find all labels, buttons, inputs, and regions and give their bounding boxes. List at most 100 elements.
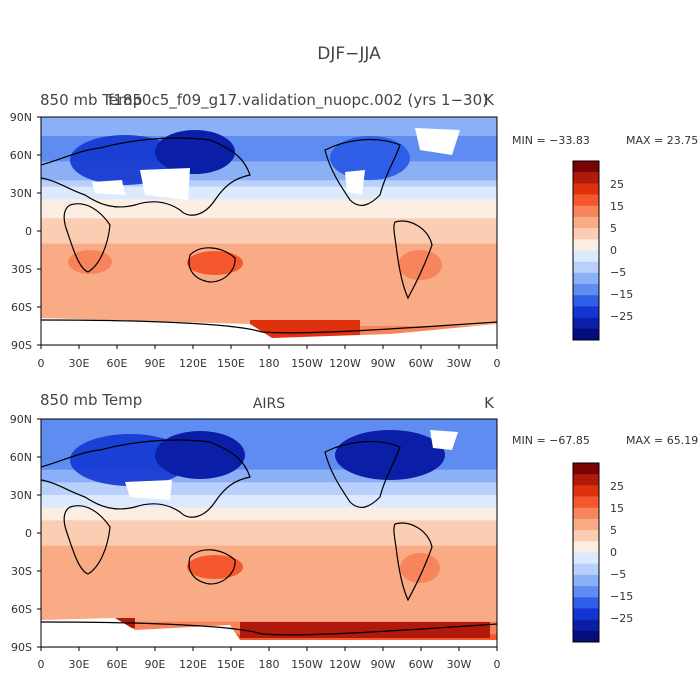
temperature-band <box>41 545 497 553</box>
colorbar-block <box>573 552 599 564</box>
top-ytick: 30N <box>10 187 41 200</box>
top-anomaly-canada-cold <box>330 136 410 180</box>
colorbar-block <box>573 295 599 307</box>
bottom-ytick-label: 60S <box>11 603 32 616</box>
temperature-band <box>41 482 497 490</box>
bottom-xtick-label: 0 <box>494 658 501 671</box>
bottom-xtick: 0 <box>38 647 45 671</box>
bottom-coast-australia <box>188 549 236 585</box>
top-ytick-label: 90S <box>11 339 32 352</box>
bottom-xtick-label: 90E <box>145 658 166 671</box>
temperature-band <box>41 281 497 289</box>
top-xtick-label: 90W <box>371 357 396 370</box>
colorbar-block <box>573 194 599 207</box>
bottom-xtick-label: 150W <box>291 658 323 671</box>
top-xtick-label: 90E <box>145 357 166 370</box>
bottom-map <box>40 418 498 648</box>
top-xtick: 30E <box>69 345 90 370</box>
top-xtick: 90E <box>145 345 166 370</box>
top-xtick-label: 120W <box>329 357 361 370</box>
temperature-band <box>41 243 497 251</box>
colorbar-block <box>573 306 599 318</box>
top-ytick: 30S <box>11 263 41 276</box>
temperature-band <box>41 431 497 439</box>
colorbar-block <box>573 474 599 486</box>
colorbar-block <box>573 507 599 520</box>
bottom-missing-antarctica <box>41 618 497 647</box>
bottom-ytick: 90S <box>11 641 41 654</box>
bottom-xtick: 120W <box>329 647 361 671</box>
temperature-band <box>41 288 497 295</box>
bottom-ytick-label: 0 <box>25 527 32 540</box>
top-colorbar-label: 25 <box>610 178 624 191</box>
temperature-band <box>41 552 497 559</box>
bottom-colorbar-frame <box>572 462 600 643</box>
top-xtick-label: 0 <box>38 357 45 370</box>
top-anomaly-south-america-warm <box>398 250 442 280</box>
bottom-ytick-label: 90S <box>11 641 32 654</box>
top-colorbar-label: −5 <box>610 266 626 279</box>
bottom-ytick: 0 <box>25 527 41 540</box>
colorbar-block <box>573 463 599 475</box>
temperature-band <box>41 533 497 540</box>
temperature-band <box>41 186 497 194</box>
top-panel-units: K <box>484 91 495 109</box>
top-colorbar-blocks <box>573 161 599 341</box>
temperature-band <box>41 514 497 521</box>
temperature-band <box>41 425 497 433</box>
top-ytick: 60S <box>11 301 41 314</box>
top-colorbar: 25 15 5 0 −5 −15 −25 <box>572 160 633 341</box>
temperature-band <box>41 237 497 245</box>
temperature-band <box>41 476 497 483</box>
top-coastlines <box>40 137 498 334</box>
temperature-band <box>41 495 497 502</box>
bottom-panel-title: 850 mb Temp <box>40 391 142 409</box>
bottom-y-axis: 90N 60N 30N 0 30S 60S 90S <box>10 413 41 654</box>
temperature-band <box>41 507 497 515</box>
top-ytick: 60N <box>10 149 41 162</box>
top-colorbar-frame <box>572 160 600 341</box>
bottom-colorbar-label: 25 <box>610 480 624 493</box>
temperature-band <box>41 148 497 156</box>
bottom-xtick-label: 150E <box>217 658 245 671</box>
temperature-band <box>41 457 497 464</box>
top-colorbar-label: 5 <box>610 222 617 235</box>
temperature-band <box>41 615 497 623</box>
bottom-ytick: 30N <box>10 489 41 502</box>
bottom-xtick: 150W <box>291 647 323 671</box>
top-anomaly-siberia-cold <box>155 130 235 174</box>
temperature-band <box>41 571 497 578</box>
top-xtick: 120E <box>179 345 207 370</box>
top-missing-rockies <box>345 170 365 195</box>
bottom-colorbar-label: −25 <box>610 612 633 625</box>
temperature-band <box>41 224 497 232</box>
temperature-band <box>41 564 497 572</box>
bottom-xtick-label: 120E <box>179 658 207 671</box>
bottom-colorbar-label: −5 <box>610 568 626 581</box>
bottom-colorbar: 25 15 5 0 −5 −15 −25 <box>572 462 633 643</box>
top-coast-africa <box>63 203 111 273</box>
bottom-anomaly-siberia-cold <box>155 431 245 479</box>
top-map <box>40 116 498 346</box>
bottom-panel-source: AIRS <box>253 396 285 412</box>
temperature-band <box>41 129 497 137</box>
temperature-band <box>41 590 497 597</box>
top-y-axis: 90N 60N 30N 0 30S 60S 90S <box>10 111 41 352</box>
top-xtick-label: 120E <box>179 357 207 370</box>
temperature-band <box>41 602 497 610</box>
bottom-min-label: MIN = −67.85 <box>512 434 590 447</box>
top-xtick-label: 60E <box>107 357 128 370</box>
colorbar-block <box>573 518 599 531</box>
top-ytick-label: 90N <box>10 111 32 124</box>
colorbar-block <box>573 228 599 240</box>
top-xtick: 0 <box>494 345 501 370</box>
colorbar-block <box>573 261 599 274</box>
bottom-xtick: 0 <box>494 647 501 671</box>
top-coast-north-america <box>324 139 401 207</box>
bottom-x-axis: 0 30E 60E 90E 120E 150E 180 150W 120W 90… <box>38 647 501 671</box>
top-xtick: 180 <box>259 345 280 370</box>
top-coast-south-america <box>393 220 433 300</box>
temperature-band <box>41 117 497 124</box>
bottom-panel-units: K <box>484 394 495 412</box>
